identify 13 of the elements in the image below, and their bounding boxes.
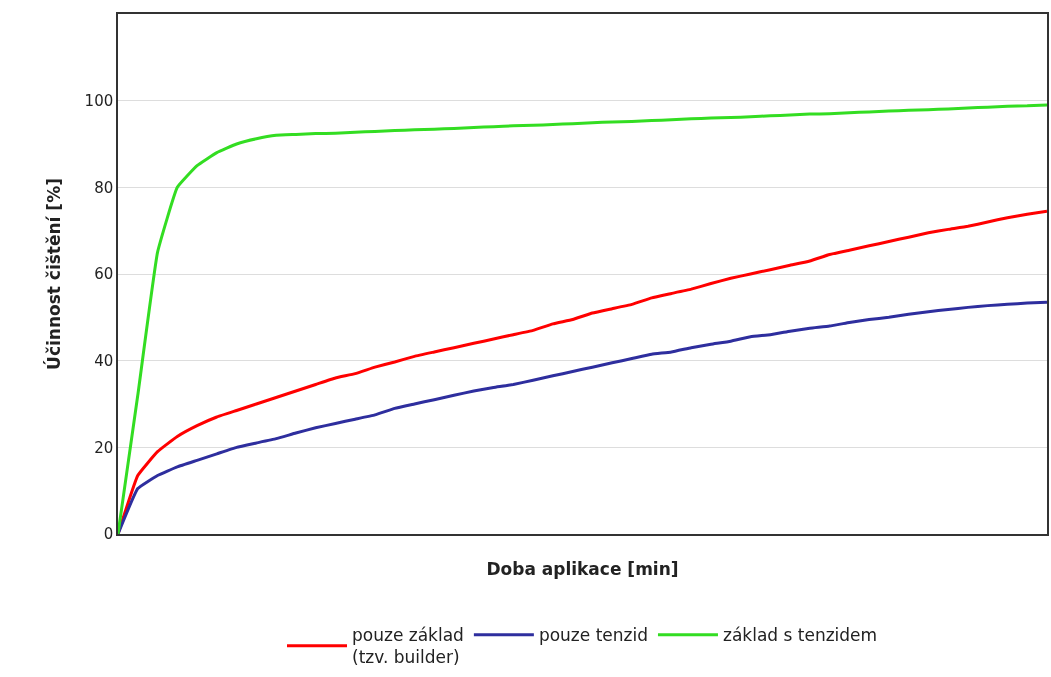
y-tick-label: 80 — [94, 178, 114, 197]
y-tick-label: 100 — [84, 91, 114, 110]
y-tick-label: 60 — [94, 265, 114, 284]
legend-label: základ s tenzidem — [722, 625, 878, 646]
y-tick-label: 40 — [94, 351, 114, 370]
legend-label: pouze tenzid — [538, 625, 648, 646]
x-axis-title: Doba aplikace [min] — [486, 558, 679, 579]
y-axis-title: Účinnost čištění [%] — [42, 178, 64, 370]
y-tick-label: 0 — [103, 525, 114, 544]
y-tick-label: 20 — [94, 438, 114, 457]
line-series — [118, 103, 1047, 534]
line-series — [118, 300, 1047, 534]
legend-label: pouze základ (tzv. builder) — [352, 625, 464, 668]
